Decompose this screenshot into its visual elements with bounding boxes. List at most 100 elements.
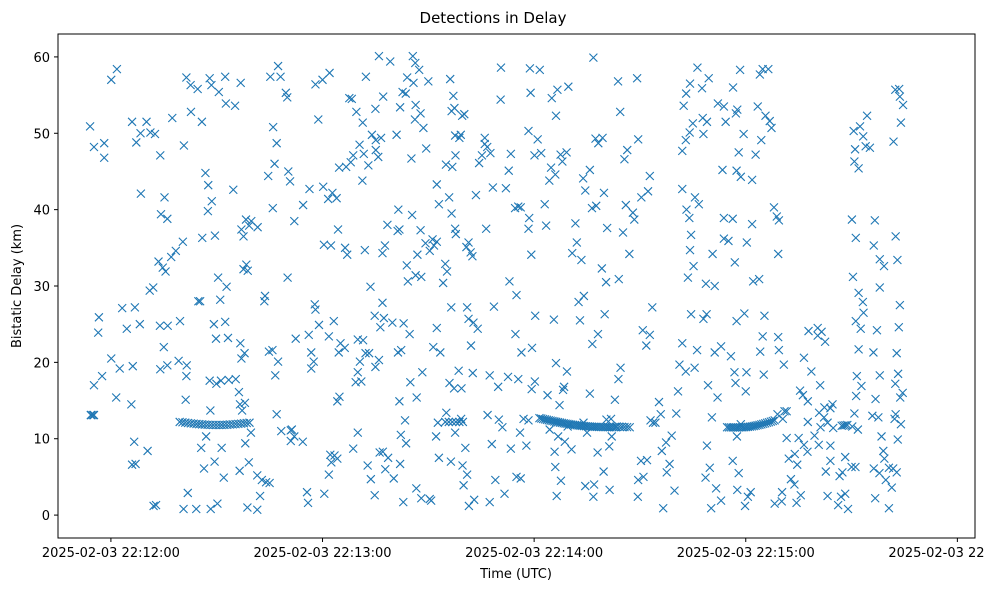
data-point [106,354,116,363]
data-point [599,467,609,476]
data-point [601,277,611,287]
data-point [686,309,696,319]
data-point [524,126,533,136]
data-point [450,428,460,438]
data-point [665,459,674,469]
data-point [283,273,292,282]
data-point [851,316,861,326]
data-point [244,221,254,231]
data-point [456,130,466,140]
data-point [454,366,464,376]
data-point [823,491,832,501]
data-point [482,142,492,152]
data-point [428,342,438,352]
data-point [549,417,559,426]
data-point [574,297,583,307]
data-point [332,454,342,463]
data-point [702,117,712,127]
data-point [662,467,672,477]
data-point [450,103,459,113]
data-point [342,250,352,260]
data-point [546,416,556,426]
data-point [490,475,500,485]
data-point [842,420,852,430]
data-point [730,367,739,377]
data-point [142,117,151,127]
data-point [706,503,716,513]
data-point [432,180,442,189]
data-point [220,72,230,82]
data-point [489,302,499,312]
chart-title: Detections in Delay [420,9,567,27]
data-point [493,382,503,392]
data-point [597,264,607,273]
data-point [895,393,905,402]
data-point [599,188,609,198]
data-point [117,303,127,313]
data-point [367,130,377,140]
data-point [380,464,390,474]
data-point [146,128,155,137]
data-point [445,74,455,84]
data-point [605,485,614,495]
data-point [374,51,384,61]
data-point [517,348,526,357]
data-point [361,348,370,358]
data-point [346,157,356,167]
data-point [326,241,336,250]
data-point [460,443,470,453]
data-point [536,148,546,158]
data-point [304,330,314,340]
data-point [550,462,560,472]
data-point [893,435,903,444]
data-point [89,142,99,152]
data-point [94,312,104,322]
data-point [636,456,646,466]
data-point [857,381,866,391]
data-point [435,348,445,357]
data-point [255,491,265,501]
data-point [615,107,625,117]
data-point [667,431,677,441]
data-point [158,263,168,273]
data-point [486,148,495,158]
data-point [779,360,789,370]
data-point [421,144,431,153]
data-point [411,100,421,110]
data-point [598,133,607,143]
data-point [282,92,292,102]
data-point [606,414,616,424]
data-point [716,341,726,351]
data-point [853,425,863,434]
data-point [396,430,406,440]
data-point [587,339,597,349]
data-point [610,395,620,405]
data-point [441,408,451,418]
data-point [402,260,412,270]
data-point [848,272,858,282]
data-point [387,318,397,328]
data-point [731,109,741,118]
data-point [755,347,765,357]
data-point [163,321,173,331]
data-point [325,68,334,78]
data-point [671,409,681,418]
data-point [383,453,393,463]
data-point [572,238,582,247]
data-point [544,415,554,425]
data-point [366,474,376,484]
data-point [713,393,722,402]
data-point [740,501,750,511]
data-point [699,129,708,139]
data-point [196,443,206,453]
data-point [852,371,862,381]
data-point [593,138,603,148]
data-point [328,188,337,198]
data-point [498,422,507,432]
data-point [648,418,658,428]
data-point [735,65,745,75]
data-point [878,446,888,456]
data-point [774,215,784,225]
data-point [127,117,137,127]
